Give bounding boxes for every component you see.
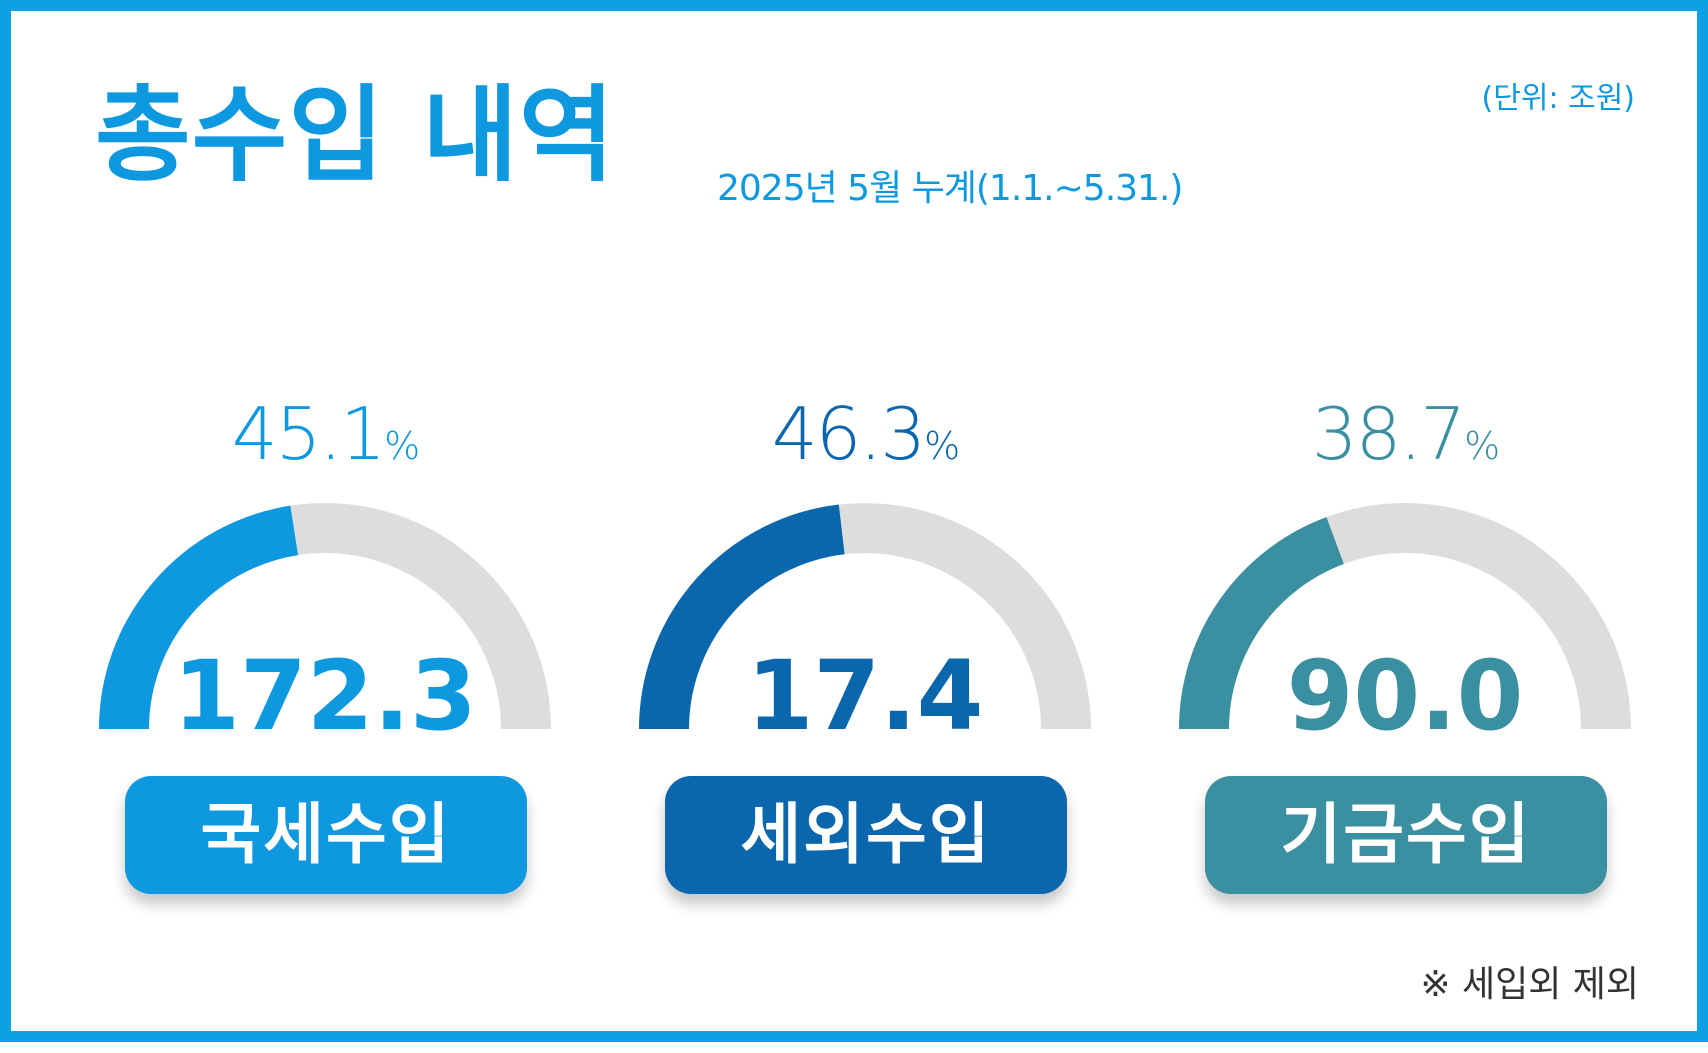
period-subtitle: 2025년 5월 누계(1.1.~5.31.) [717, 168, 1183, 209]
value-label-non-tax: 17.4 [747, 640, 984, 752]
label-tag-fund: 기금수입 [1205, 776, 1607, 894]
percent-label-non-tax: 46.3% [772, 392, 958, 476]
unit-note: (단위: 조원) [1481, 81, 1635, 116]
label-tag-non-tax: 세외수입 [665, 776, 1067, 894]
label-tag-national-tax: 국세수입 [125, 776, 527, 894]
value-label-fund: 90.0 [1287, 640, 1524, 752]
percent-label-fund: 38.7% [1312, 392, 1498, 476]
percent-label-national-tax: 45.1% [232, 392, 418, 476]
gauge-chart: 45.1% 172.3 46.3% 17.4 38.7% 90.0 [99, 392, 1631, 752]
gauge-fill-national-tax [99, 505, 299, 730]
footnote: ※ 세입외 제외 [1420, 964, 1639, 1005]
gauge-fill-non-tax [639, 504, 846, 730]
value-label-national-tax: 172.3 [173, 640, 477, 752]
page-title: 총수입 내역 [95, 74, 616, 196]
gauge-fill-fund [1179, 517, 1345, 730]
